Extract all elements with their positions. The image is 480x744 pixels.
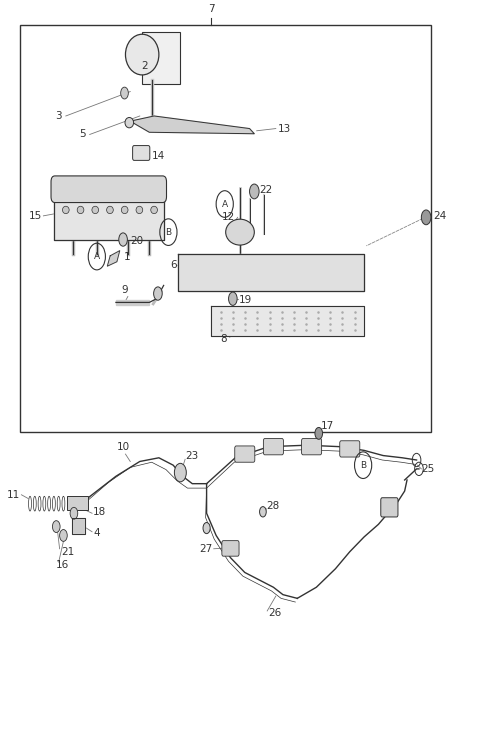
- FancyBboxPatch shape: [21, 25, 431, 432]
- Text: 6: 6: [170, 260, 177, 270]
- Text: 18: 18: [93, 507, 106, 517]
- Polygon shape: [211, 306, 364, 336]
- Circle shape: [70, 507, 78, 519]
- Circle shape: [52, 521, 60, 533]
- Text: 10: 10: [117, 442, 130, 452]
- Text: 11: 11: [7, 490, 21, 500]
- FancyBboxPatch shape: [235, 446, 255, 462]
- Circle shape: [120, 87, 128, 99]
- Text: A: A: [222, 199, 228, 208]
- Text: 15: 15: [29, 211, 42, 221]
- Text: 26: 26: [269, 608, 282, 618]
- Circle shape: [421, 210, 431, 225]
- Ellipse shape: [174, 464, 186, 482]
- FancyBboxPatch shape: [340, 440, 360, 457]
- Ellipse shape: [203, 522, 210, 533]
- Text: 8: 8: [220, 334, 227, 344]
- Ellipse shape: [125, 118, 133, 128]
- Ellipse shape: [92, 206, 98, 214]
- Polygon shape: [116, 300, 149, 304]
- Polygon shape: [72, 519, 85, 534]
- Text: 14: 14: [152, 151, 165, 161]
- Polygon shape: [130, 116, 254, 134]
- Text: 20: 20: [130, 236, 144, 246]
- FancyBboxPatch shape: [381, 498, 398, 517]
- Text: 4: 4: [93, 527, 100, 537]
- Circle shape: [315, 428, 323, 439]
- Ellipse shape: [121, 206, 128, 214]
- Ellipse shape: [77, 206, 84, 214]
- Text: 27: 27: [199, 544, 212, 554]
- Text: 7: 7: [208, 4, 215, 14]
- Text: 21: 21: [61, 547, 75, 557]
- Ellipse shape: [154, 287, 162, 300]
- FancyBboxPatch shape: [301, 438, 322, 455]
- Text: 2: 2: [141, 61, 148, 71]
- FancyBboxPatch shape: [67, 496, 88, 510]
- Text: 1: 1: [124, 251, 131, 262]
- Text: A: A: [94, 252, 100, 261]
- Text: 5: 5: [79, 129, 86, 139]
- Text: 25: 25: [421, 464, 434, 474]
- FancyBboxPatch shape: [222, 541, 239, 557]
- FancyBboxPatch shape: [51, 176, 167, 202]
- Text: B: B: [165, 228, 171, 237]
- Text: 23: 23: [185, 451, 198, 461]
- Text: 9: 9: [121, 285, 128, 295]
- Text: 3: 3: [55, 111, 62, 121]
- Ellipse shape: [151, 206, 157, 214]
- Ellipse shape: [226, 219, 254, 245]
- Text: 17: 17: [321, 421, 335, 431]
- Ellipse shape: [62, 206, 69, 214]
- Text: 19: 19: [239, 295, 252, 305]
- Text: B: B: [360, 461, 366, 469]
- Circle shape: [250, 184, 259, 199]
- Ellipse shape: [136, 206, 143, 214]
- Circle shape: [60, 530, 67, 542]
- FancyBboxPatch shape: [146, 118, 158, 128]
- Ellipse shape: [260, 507, 266, 517]
- FancyBboxPatch shape: [264, 438, 283, 455]
- Circle shape: [228, 292, 237, 305]
- Polygon shape: [108, 251, 120, 266]
- Text: 24: 24: [433, 211, 446, 221]
- Text: 12: 12: [222, 212, 235, 222]
- Circle shape: [119, 233, 127, 246]
- Ellipse shape: [107, 206, 113, 214]
- Text: 28: 28: [267, 501, 280, 511]
- Text: 13: 13: [278, 124, 291, 134]
- Polygon shape: [54, 195, 164, 240]
- FancyBboxPatch shape: [142, 33, 180, 84]
- Text: 22: 22: [259, 185, 272, 195]
- Polygon shape: [178, 254, 364, 292]
- Ellipse shape: [125, 34, 159, 75]
- FancyBboxPatch shape: [132, 146, 150, 161]
- Text: 16: 16: [56, 560, 70, 570]
